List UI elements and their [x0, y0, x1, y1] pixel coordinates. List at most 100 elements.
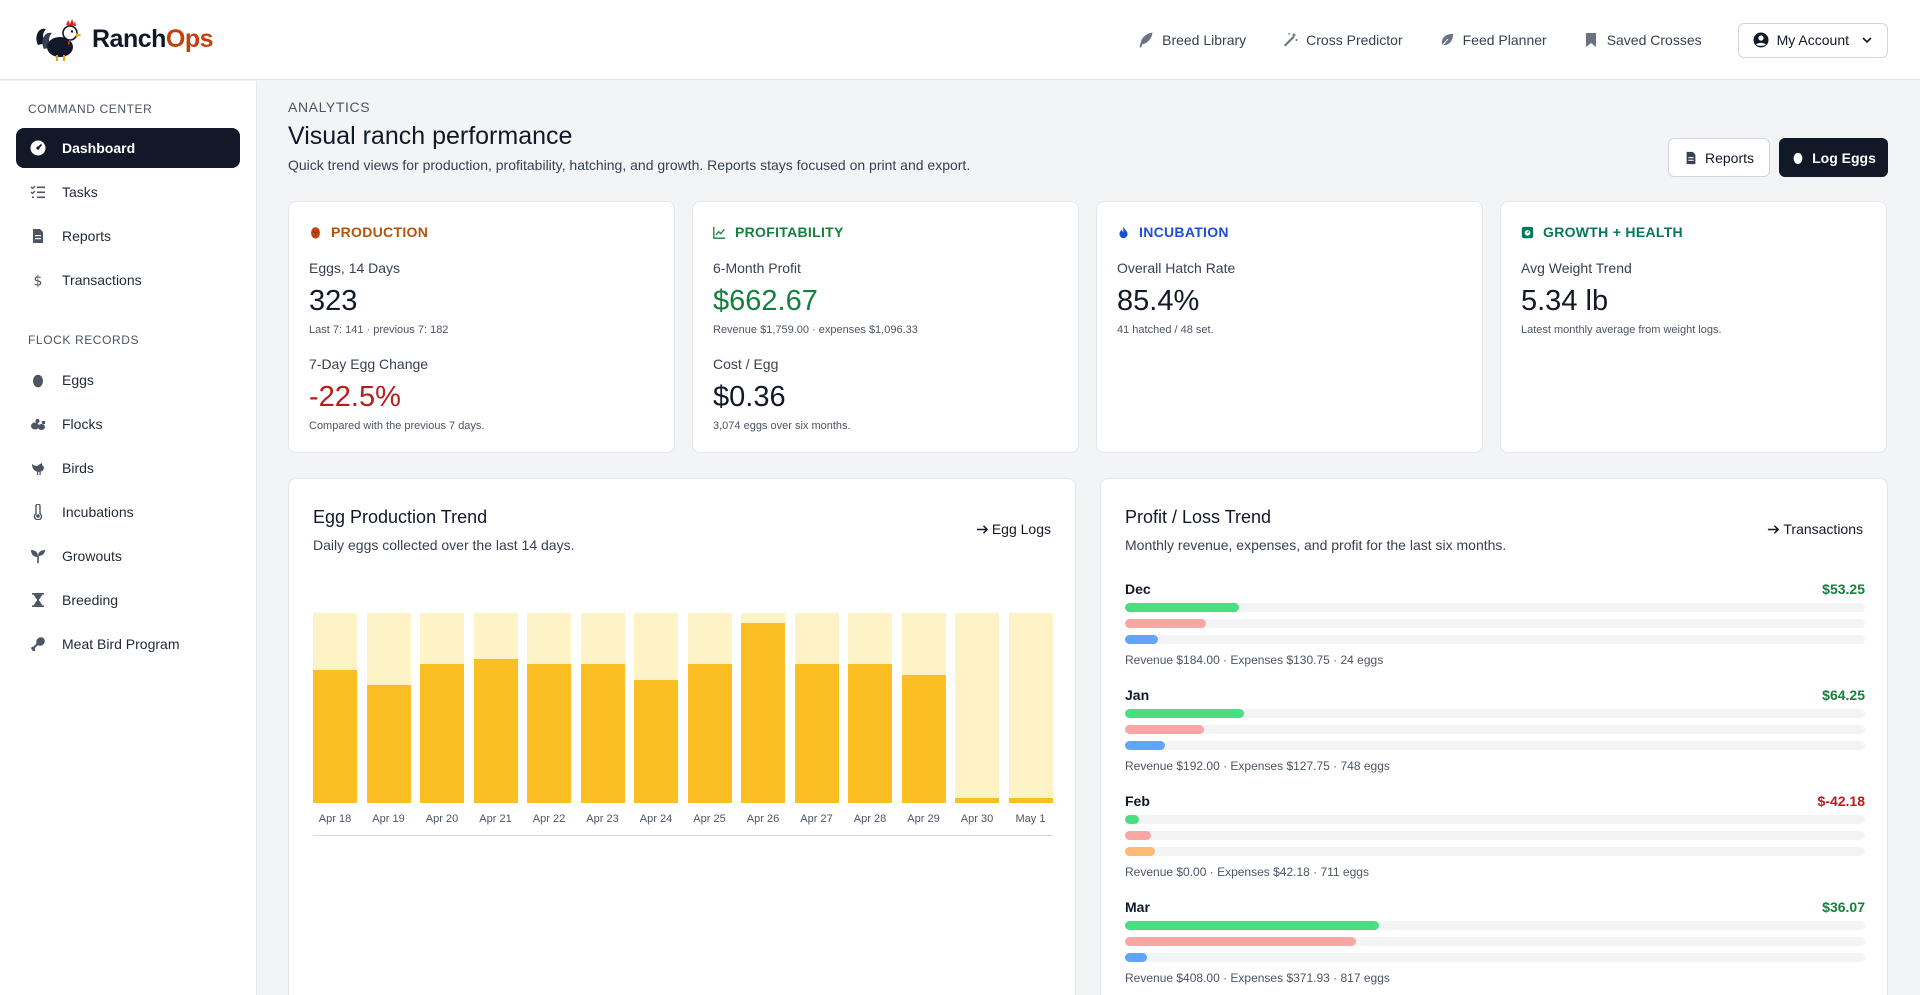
log-eggs-button[interactable]: Log Eggs — [1779, 138, 1888, 177]
egg-bar[interactable] — [527, 664, 571, 803]
leaf-icon — [1440, 34, 1453, 48]
egg-bar[interactable] — [1008, 797, 1053, 803]
page-title: Visual ranch performance — [288, 122, 573, 150]
sidebar-item-dashboard[interactable]: Dashboard — [16, 128, 240, 168]
pl-expenses-bar — [1125, 831, 1152, 840]
bookmark-icon — [1585, 33, 1596, 47]
egg-bar[interactable] — [313, 669, 357, 803]
nav-saved-crosses[interactable]: Saved Crosses — [1583, 32, 1702, 48]
kpi-production-note2: Compared with the previous 7 days. — [309, 420, 485, 432]
sidebar-item-incubations-label: Incubations — [62, 504, 134, 520]
kpi-card-incubation: INCUBATION Overall Hatch Rate 85.4% 41 h… — [1096, 201, 1483, 453]
page-eyebrow: ANALYTICS — [288, 99, 371, 115]
kpi-growth-label1: Avg Weight Trend — [1521, 260, 1632, 276]
transactions-link[interactable]: Transactions — [1767, 521, 1863, 537]
sidebar-item-breeding[interactable]: Breeding — [16, 580, 240, 620]
pl-revenue-bar — [1125, 815, 1139, 824]
egg-bar-track — [1008, 613, 1053, 803]
kpi-growth-title: GROWTH + HEALTH — [1543, 224, 1683, 240]
egg-logs-link-label: Egg Logs — [991, 521, 1051, 537]
sidebar-item-growouts[interactable]: Growouts — [16, 536, 240, 576]
egg-bar[interactable] — [794, 664, 839, 803]
my-account-button[interactable]: My Account — [1737, 22, 1888, 58]
egg-logs-link[interactable]: Egg Logs — [976, 521, 1051, 537]
chickens-icon — [31, 419, 46, 430]
pl-profit-track — [1125, 635, 1865, 644]
sidebar-section-command-center: COMMAND CENTER — [28, 102, 153, 116]
egg-bar[interactable] — [420, 664, 464, 803]
egg-bar-label: Apr 19 — [372, 813, 405, 825]
egg-bar[interactable] — [848, 664, 892, 803]
profit-panel-title: Profit / Loss Trend — [1125, 507, 1272, 527]
page-subtitle: Quick trend views for production, profit… — [288, 157, 971, 173]
nav-saved-crosses-label: Saved Crosses — [1606, 32, 1702, 48]
kpi-production-value2: -22.5% — [309, 381, 401, 413]
kpi-incubation-header: INCUBATION — [1117, 224, 1229, 240]
kpi-card-profitability: PROFITABILITY 6-Month Profit $662.67 Rev… — [692, 201, 1079, 453]
list-check-icon — [30, 185, 45, 199]
egg-production-panel: Egg Production Trend Daily eggs collecte… — [288, 478, 1076, 995]
sidebar-item-incubations[interactable]: Incubations — [16, 492, 240, 532]
nav-cross-predictor[interactable]: Cross Predictor — [1282, 32, 1403, 48]
svg-text:$: $ — [34, 274, 43, 289]
egg-bar[interactable] — [687, 664, 732, 803]
pl-profit-bar — [1125, 635, 1159, 644]
sidebar-item-transactions-label: Transactions — [62, 272, 142, 288]
sidebar-item-meat-bird-program[interactable]: Meat Bird Program — [16, 624, 240, 664]
egg-bar-label: Apr 21 — [479, 813, 512, 825]
transactions-link-label: Transactions — [1783, 521, 1863, 537]
kpi-profitability-value2: $0.36 — [713, 381, 786, 413]
sidebar-item-transactions[interactable]: $ Transactions — [16, 260, 240, 300]
egg-bar[interactable] — [741, 623, 785, 803]
arrow-right-icon — [1768, 524, 1780, 534]
sidebar: COMMAND CENTER Dashboard Tasks Reports $… — [0, 81, 257, 995]
scale-icon — [1521, 226, 1534, 238]
egg-bar[interactable] — [955, 797, 999, 803]
kpi-incubation-label1: Overall Hatch Rate — [1117, 260, 1236, 276]
pl-profit-value: $64.25 — [1822, 687, 1865, 703]
sidebar-item-eggs[interactable]: Eggs — [16, 360, 240, 400]
kpi-production-value1: 323 — [309, 285, 358, 317]
nav-feed-planner-label: Feed Planner — [1462, 32, 1547, 48]
egg-bar[interactable] — [580, 664, 625, 803]
reports-button[interactable]: Reports — [1668, 138, 1770, 177]
pl-month: Feb — [1125, 793, 1150, 809]
egg-bar[interactable] — [366, 684, 411, 803]
sidebar-item-tasks[interactable]: Tasks — [16, 172, 240, 212]
pl-revenue-bar — [1125, 709, 1245, 718]
sidebar-item-dashboard-label: Dashboard — [62, 140, 136, 156]
pl-revenue-track — [1125, 815, 1865, 824]
sidebar-item-birds[interactable]: Birds — [16, 448, 240, 488]
sidebar-item-flocks-label: Flocks — [62, 416, 103, 432]
egg-bar-label: Apr 29 — [907, 813, 940, 825]
egg-bar-label: Apr 22 — [532, 813, 566, 825]
egg-bar[interactable] — [634, 679, 678, 803]
wand-icon — [1284, 32, 1298, 47]
nav-breed-library[interactable]: Breed Library — [1138, 32, 1246, 48]
egg-bar[interactable] — [901, 674, 946, 803]
pl-month: Dec — [1125, 581, 1151, 597]
kpi-production-note1: Last 7: 141 · previous 7: 182 — [309, 324, 449, 336]
kpi-growth-header: GROWTH + HEALTH — [1521, 224, 1683, 240]
egg-bar-label: Apr 30 — [960, 813, 994, 825]
pl-note: Revenue $184.00 · Expenses $130.75 · 24 … — [1125, 653, 1384, 667]
sidebar-item-reports[interactable]: Reports — [16, 216, 240, 256]
file-icon — [33, 229, 43, 243]
egg-bar-track — [955, 613, 999, 803]
nav-feed-planner[interactable]: Feed Planner — [1439, 32, 1547, 48]
egg-bar-label: Apr 27 — [800, 813, 833, 825]
egg-bar-label: Apr 23 — [586, 813, 619, 825]
pl-profit-track — [1125, 847, 1865, 856]
log-eggs-button-label: Log Eggs — [1812, 149, 1876, 166]
egg-bar-label: May 1 — [1015, 813, 1046, 825]
top-bar: RanchOps Breed Library Cross Predictor F… — [0, 0, 1920, 80]
kpi-growth-value1: 5.34 lb — [1521, 285, 1609, 317]
profit-panel-subtitle: Monthly revenue, expenses, and profit fo… — [1125, 537, 1507, 553]
egg-bar[interactable] — [473, 659, 518, 803]
sidebar-item-flocks[interactable]: Flocks — [16, 404, 240, 444]
egg-bar-label: Apr 28 — [853, 813, 887, 825]
brand-logo[interactable]: RanchOps — [30, 14, 214, 64]
sidebar-section-flock-records: FLOCK RECORDS — [28, 333, 140, 347]
rooster-logo-icon — [36, 19, 82, 61]
pl-note: Revenue $408.00 · Expenses $371.93 · 817… — [1125, 971, 1390, 985]
